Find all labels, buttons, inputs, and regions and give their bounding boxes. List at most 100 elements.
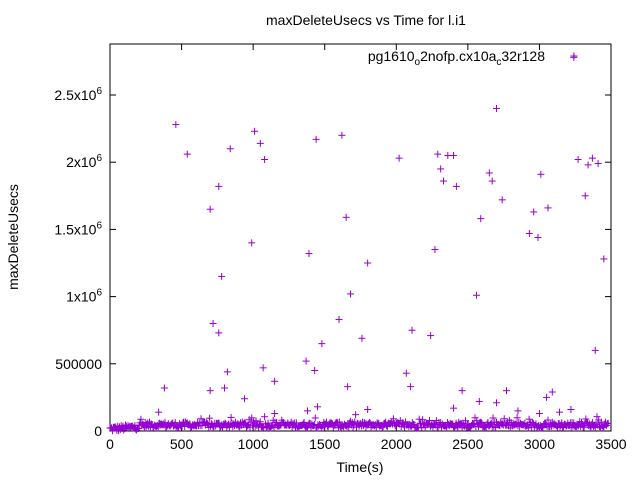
data-point [570, 53, 578, 61]
data-point [500, 415, 508, 423]
data-point [215, 182, 223, 190]
data-point [302, 357, 310, 365]
data-point [584, 161, 592, 169]
data-point [593, 413, 601, 421]
data-point [475, 397, 483, 405]
data-point [261, 156, 269, 164]
data-point [537, 170, 545, 178]
data-point [525, 229, 533, 237]
data-point [408, 326, 416, 334]
plot-area [109, 43, 612, 432]
data-point [271, 377, 279, 385]
data-point [472, 291, 480, 299]
data-point [372, 424, 380, 432]
x-tick-label: 3000 [524, 436, 555, 452]
data-point [489, 414, 497, 422]
data-point [137, 415, 145, 423]
data-point [395, 154, 403, 162]
data-point [414, 424, 422, 432]
data-point [441, 422, 449, 430]
data-point [437, 165, 445, 173]
data-point [198, 422, 206, 430]
data-point [346, 417, 354, 425]
data-point [588, 154, 596, 162]
data-point [594, 160, 602, 168]
data-point [419, 416, 427, 424]
data-point [468, 419, 476, 427]
data-point [492, 399, 500, 407]
data-point [289, 420, 297, 428]
data-point [358, 334, 366, 342]
data-point [311, 414, 319, 422]
y-tick-label: 2x106 [66, 153, 102, 170]
data-point [314, 403, 322, 411]
y-tick-label: 0 [94, 423, 102, 439]
data-point [183, 150, 191, 158]
data-point [311, 367, 319, 375]
data-point [318, 340, 326, 348]
chart-title: maxDeleteUsecs vs Time for l.i1 [266, 12, 466, 28]
data-point [487, 419, 495, 427]
data-point [305, 250, 313, 258]
data-point [402, 369, 410, 377]
data-point [252, 417, 260, 425]
data-point [215, 329, 223, 337]
data-point [567, 424, 575, 432]
data-point [594, 419, 602, 427]
data-point [434, 150, 442, 158]
y-axis-label: maxDeleteUsecs [5, 184, 21, 290]
data-point [600, 255, 608, 263]
data-point [503, 387, 511, 395]
data-points [155, 53, 608, 418]
data-point [488, 177, 496, 185]
data-point [154, 424, 162, 432]
data-point [160, 384, 168, 392]
data-point [440, 177, 448, 185]
data-point [259, 364, 267, 372]
y-tick-labels: 0 500000 1x106 1.5x106 2x106 2.5x106 [54, 86, 102, 439]
data-point [450, 404, 458, 412]
data-point [534, 233, 542, 241]
data-point [544, 416, 552, 424]
x-tick-label: 3500 [595, 436, 626, 452]
data-point [335, 315, 343, 323]
data-point [513, 414, 521, 422]
x-tick-label: 0 [106, 436, 114, 452]
data-point [539, 424, 547, 432]
data-point [477, 215, 485, 223]
x-tick-label: 500 [170, 436, 194, 452]
data-point [227, 413, 235, 421]
data-point [223, 368, 231, 376]
y-tick-label: 500000 [55, 356, 102, 372]
data-point [544, 204, 552, 212]
x-tick-label: 2500 [452, 436, 483, 452]
data-point [256, 139, 264, 147]
data-point [535, 410, 543, 418]
data-point [407, 383, 415, 391]
data-point [492, 104, 500, 112]
data-point [431, 246, 439, 254]
data-point [478, 419, 486, 427]
data-point [221, 384, 229, 392]
data-point [471, 414, 479, 422]
data-point [264, 419, 272, 427]
data-point [218, 272, 226, 280]
data-point [525, 415, 533, 423]
data-point [241, 395, 249, 403]
data-point [155, 408, 163, 416]
data-point [458, 387, 466, 395]
data-point [248, 414, 256, 422]
data-point [543, 393, 551, 401]
y-tick-label: 1x106 [66, 288, 102, 305]
data-point [329, 423, 337, 431]
data-point [462, 417, 470, 425]
data-point [364, 405, 372, 413]
data-point [591, 346, 599, 354]
data-point [581, 192, 589, 200]
data-point [389, 415, 397, 423]
data-point [450, 151, 458, 159]
x-tick-label: 2000 [381, 436, 412, 452]
data-point [312, 135, 320, 143]
data-point [555, 408, 563, 416]
